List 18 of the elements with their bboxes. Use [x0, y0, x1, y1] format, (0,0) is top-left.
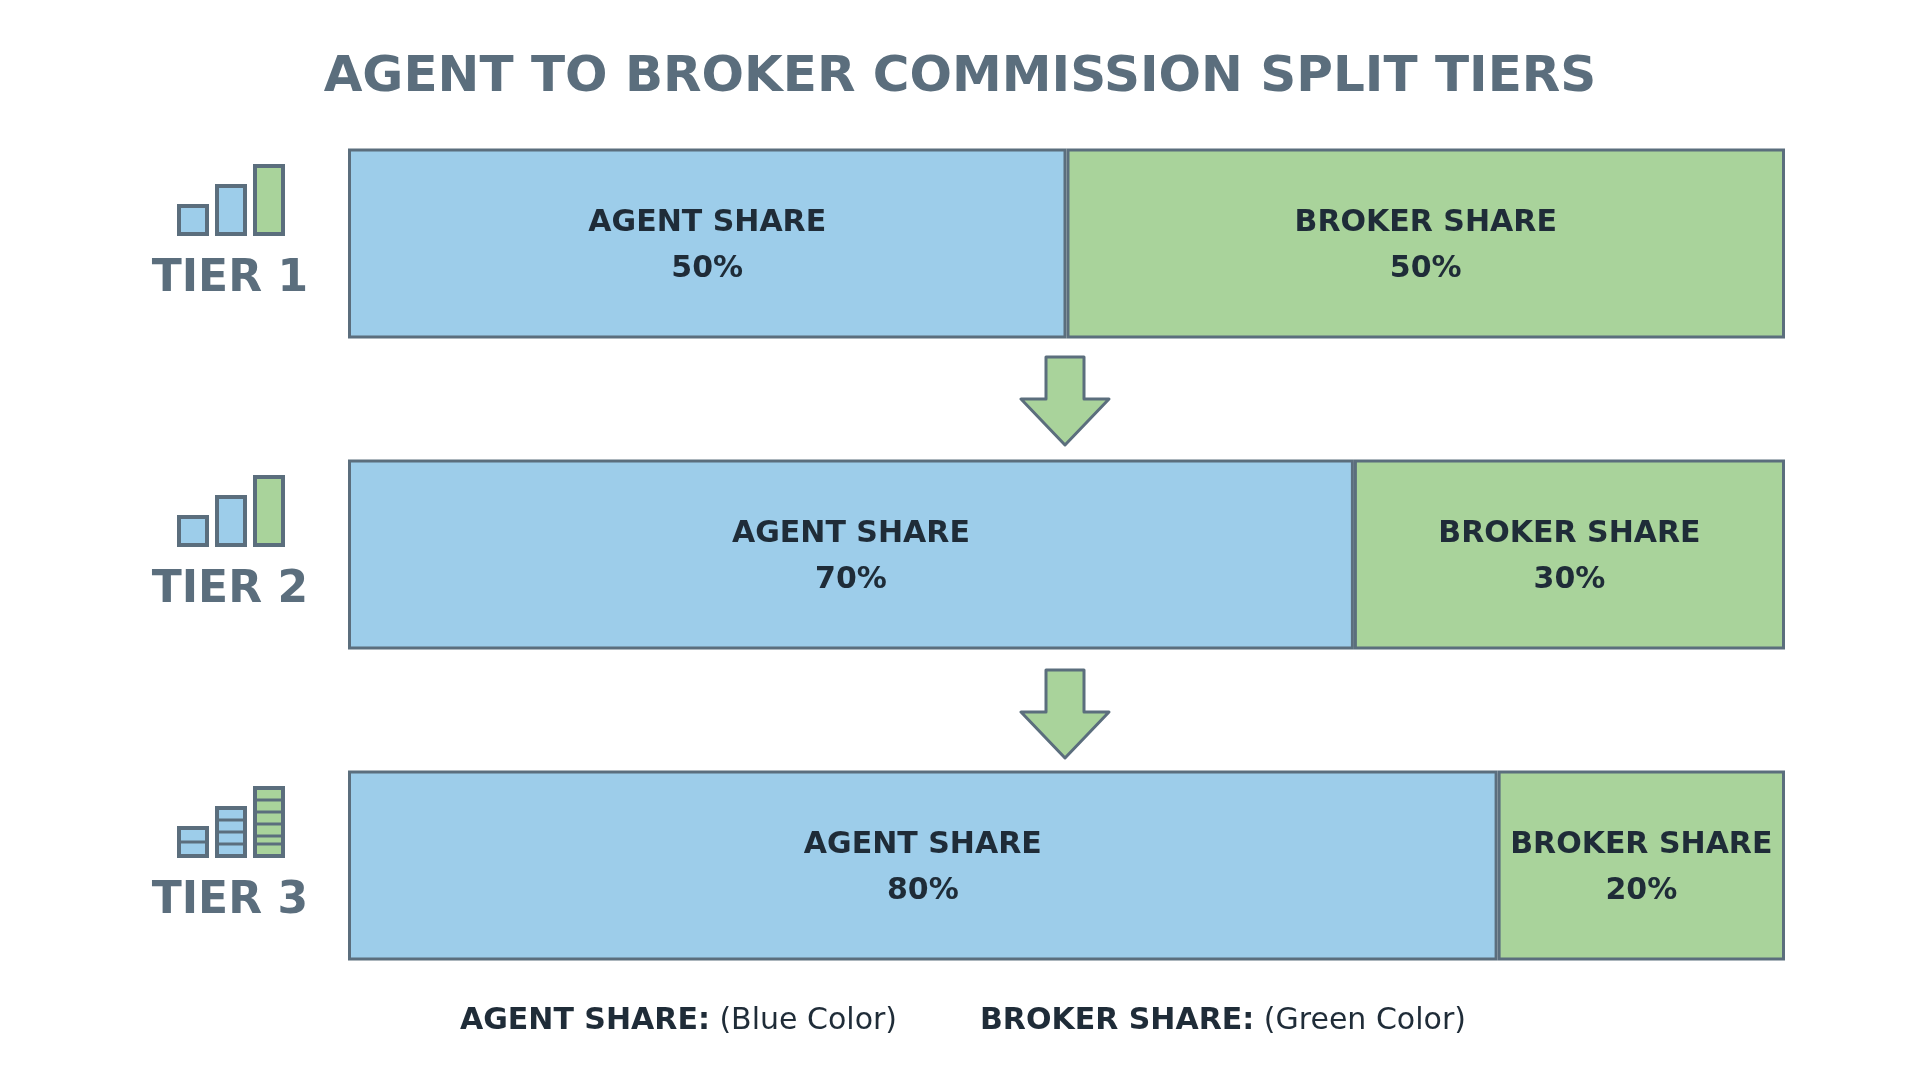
data-label: 30%	[1533, 560, 1606, 595]
chart-title: AGENT TO BROKER COMMISSION SPLIT TIERS	[323, 45, 1597, 103]
text: BROKER SHARE	[1294, 203, 1557, 238]
text: AGENT SHARE	[732, 514, 970, 549]
data-label: 80%	[886, 871, 959, 906]
data-label: 20%	[1605, 871, 1678, 906]
text: AGENT SHARE	[803, 825, 1042, 860]
text: BROKER SHARE	[1438, 514, 1701, 549]
series-label: BROKER SHARE	[1510, 825, 1773, 860]
data-label: 70%	[815, 560, 887, 595]
y-tick-label: TIER 3	[151, 872, 308, 923]
series-label: AGENT SHARE	[588, 203, 827, 238]
y-tick-label: TIER 1	[151, 250, 308, 301]
data-label: 50%	[1389, 249, 1462, 284]
annotation: AGENT SHARE: (Blue Color)	[460, 1000, 898, 1036]
y-tick-label: TIER 2	[151, 561, 308, 612]
annotation: BROKER SHARE: (Green Color)	[980, 1000, 1466, 1036]
data-label: 50%	[671, 249, 744, 284]
